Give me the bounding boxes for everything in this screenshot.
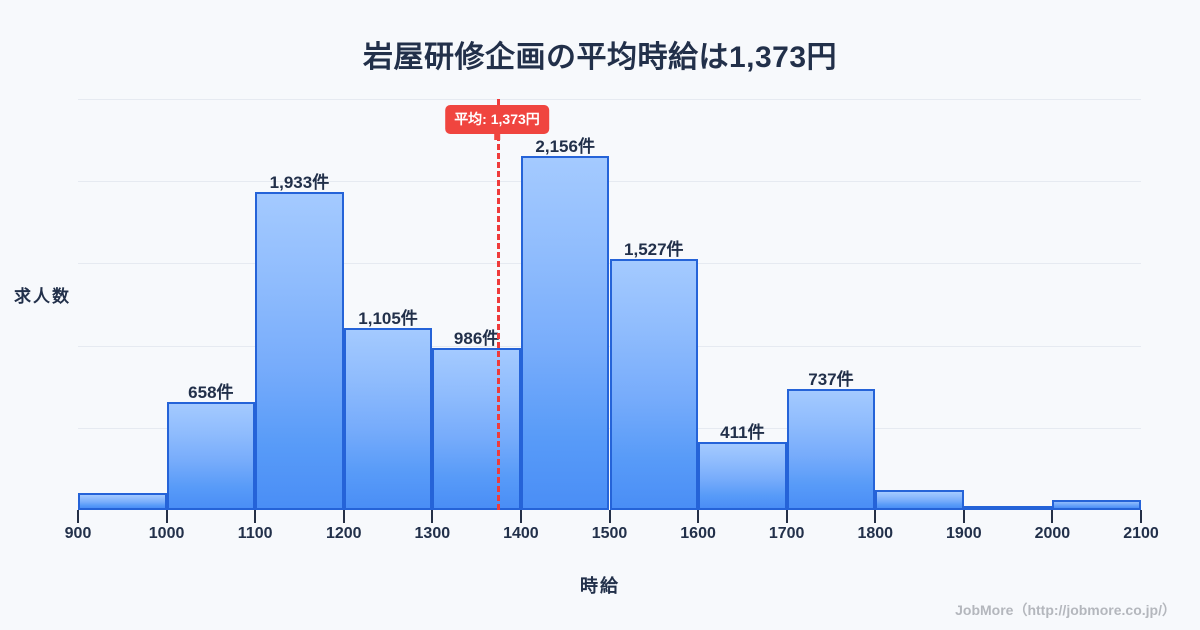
bar[interactable] [343, 328, 433, 510]
x-tick [254, 510, 257, 523]
x-tick [431, 510, 434, 523]
x-tick-label: 1600 [680, 525, 716, 542]
average-line [496, 99, 500, 510]
x-tick [1051, 510, 1054, 523]
x-tick-label: 1100 [237, 525, 273, 542]
x-tick-label: 1000 [148, 525, 185, 542]
x-tick-label: 1800 [857, 525, 894, 542]
chart-title: 岩屋研修企画の平均時給は1,373円 [362, 41, 838, 74]
x-tick [342, 510, 345, 523]
x-tick [962, 510, 965, 523]
bar[interactable] [78, 492, 167, 510]
bar-value-label: 737件 [808, 369, 854, 389]
bar[interactable] [432, 347, 521, 510]
average-badge: 平均: 1,373円 [445, 105, 549, 140]
plot-area: 658件 1,933件 1,105件 986件 2,156件 1,527件 411件 737件 [78, 99, 1141, 510]
x-tick-label: 1900 [946, 525, 982, 542]
x-tick [697, 510, 700, 523]
bar-value-label: 658件 [188, 382, 234, 402]
bar[interactable] [786, 388, 876, 510]
x-tick-label: 900 [64, 525, 92, 542]
x-tick [77, 510, 79, 523]
bar[interactable] [609, 258, 699, 510]
y-axis-title: 求人数 [14, 287, 71, 306]
x-tick [165, 510, 168, 523]
bar-value-label: 986件 [453, 328, 500, 348]
x-tick [1140, 510, 1142, 523]
bar[interactable] [166, 401, 256, 510]
bar-value-label: 1,933件 [269, 173, 330, 193]
x-tick-label: 2000 [1034, 525, 1071, 542]
bar-value-label: 1,527件 [624, 239, 684, 259]
x-tick-label: 2100 [1123, 525, 1159, 542]
bar[interactable] [1052, 499, 1141, 510]
bar-value-label: 411件 [720, 423, 765, 443]
bar-value-label: 1,105件 [358, 309, 418, 329]
x-tick-label: 1700 [768, 525, 805, 542]
bar[interactable] [875, 489, 964, 510]
bar[interactable] [698, 442, 787, 510]
x-tick-label: 1200 [325, 525, 362, 542]
x-tick [519, 510, 522, 523]
x-tick-label: 1500 [591, 525, 628, 542]
bar-value-label: 2,156件 [535, 136, 595, 156]
gridline [78, 181, 1141, 183]
bar[interactable] [963, 506, 1053, 510]
bar[interactable] [255, 192, 344, 510]
x-tick [785, 510, 788, 523]
x-axis-title: 時給 [580, 576, 620, 596]
watermark: JobMore（http://jobmore.co.jp/） [955, 602, 1176, 618]
x-tick-label: 1300 [414, 525, 451, 542]
x-tick-label: 1400 [503, 525, 539, 542]
bar[interactable] [520, 155, 610, 510]
gridline [78, 99, 1141, 100]
x-tick [608, 510, 611, 523]
x-tick [874, 510, 877, 523]
